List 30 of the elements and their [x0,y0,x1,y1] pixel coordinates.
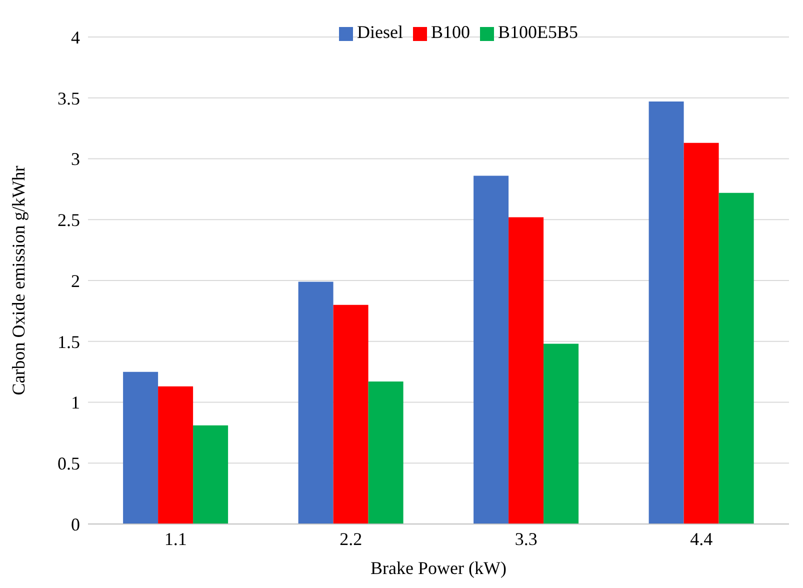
bar [544,344,579,524]
x-tick-label: 4.4 [690,528,713,549]
y-tick-label: 2.5 [58,210,80,230]
y-tick-label: 0 [71,514,80,534]
bar [684,142,719,524]
x-tick-label: 2.2 [340,528,362,549]
x-tick-label: 3.3 [514,528,538,549]
legend-label: B100 [430,22,470,42]
legend-label: B100E5B5 [498,22,578,42]
bar [474,176,509,524]
y-tick-label: 2 [71,270,80,291]
bar [508,217,544,524]
bar [158,386,194,524]
bar [368,382,404,524]
y-tick-label: 3.5 [58,88,80,108]
y-tick-label: 4 [71,27,80,48]
bar [193,425,228,524]
bar [718,192,754,524]
y-axis-title: Carbon Oxide emission g/kWhr [8,166,28,396]
bar [648,102,684,524]
y-tick-label: 3 [71,149,80,170]
x-axis-title: Brake Power (kW) [370,558,506,578]
y-tick-label: 1 [71,392,80,413]
legend-label: Diesel [356,22,403,42]
x-tick-label: 1.1 [164,528,187,549]
bar [298,282,334,524]
bar [333,304,368,524]
y-tick-label: 0.5 [58,454,80,474]
bar [123,372,158,524]
y-tick-label: 1.5 [58,332,80,352]
